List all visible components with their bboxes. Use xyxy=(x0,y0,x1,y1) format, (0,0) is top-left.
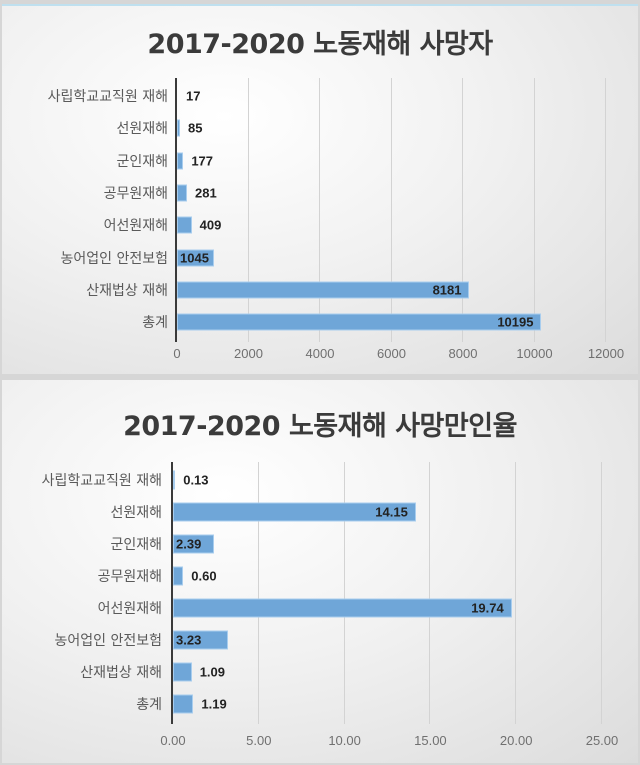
chart-panel-death-rate: 2017-2020 노동재해 사망만인율 0.00 5.00 10.00 15.00 2… xyxy=(2,380,638,763)
bar xyxy=(173,566,184,586)
gridline xyxy=(533,78,535,343)
y-axis-line xyxy=(175,78,177,343)
category-label: 농어업인 안전보험 xyxy=(60,250,169,267)
bar xyxy=(177,216,192,234)
gridline xyxy=(319,78,320,343)
gridline xyxy=(515,462,517,724)
data-label: 10195 xyxy=(497,314,534,330)
chart-title: 2017-2020 노동재해 사망만인율 xyxy=(123,411,517,442)
data-label: 14.15 xyxy=(375,504,408,520)
category-label: 사립학교교직원 재해 xyxy=(47,89,168,106)
gridline xyxy=(343,462,345,724)
category-label: 농어업인 안전보험 xyxy=(54,633,163,649)
data-label: 281 xyxy=(195,185,217,201)
bar xyxy=(177,152,184,170)
x-axis-tick-label: 0 xyxy=(173,346,181,361)
category-label: 산재법상 재해 xyxy=(86,282,168,299)
category-label: 산재법상 재해 xyxy=(80,665,162,681)
data-label: 1045 xyxy=(180,250,209,266)
bar xyxy=(173,662,192,682)
x-axis-tick-label: 15.00 xyxy=(414,733,447,748)
bar xyxy=(177,313,542,331)
data-label: 3.23 xyxy=(176,632,202,648)
category-label: 군인재해 xyxy=(116,153,168,170)
bar xyxy=(173,630,229,650)
x-axis-tick-label: 10.00 xyxy=(328,733,361,748)
data-label: 409 xyxy=(199,217,222,233)
chart-panel-deaths: 2017-2020 노동재해 사망자 0 2000 4000 6000 8000 1000… xyxy=(2,4,638,374)
data-label: 19.74 xyxy=(471,600,504,616)
data-label: 85 xyxy=(188,120,203,136)
gridline xyxy=(601,462,602,724)
data-label: 17 xyxy=(186,88,201,104)
category-label: 선원재해 xyxy=(110,505,162,521)
bar xyxy=(177,249,215,267)
bar xyxy=(177,281,470,299)
data-label: 2.39 xyxy=(176,536,202,552)
bar xyxy=(173,598,512,618)
bar xyxy=(173,470,176,490)
bar xyxy=(173,502,416,522)
gridline xyxy=(462,78,463,343)
chart-title: 2017-2020 노동재해 사망자 xyxy=(147,29,493,60)
gridline xyxy=(429,462,431,724)
category-label: 총계 xyxy=(136,697,162,713)
x-axis-tick-label: 25.00 xyxy=(585,733,619,748)
data-label: 1.09 xyxy=(199,664,226,680)
bar xyxy=(177,184,188,202)
gridline xyxy=(247,78,249,343)
data-label: 8181 xyxy=(432,282,462,298)
x-axis-tick-label: 6000 xyxy=(377,346,406,361)
x-axis-tick-label: 5.00 xyxy=(246,733,272,748)
bar xyxy=(173,534,214,554)
x-axis-tick-label: 2000 xyxy=(234,346,263,361)
bar xyxy=(173,694,194,714)
x-axis-tick-label: 10000 xyxy=(516,346,553,361)
x-axis-tick-label: 8000 xyxy=(448,346,478,361)
x-axis-tick-label: 4000 xyxy=(305,346,335,361)
x-axis-tick-label: 0.00 xyxy=(160,733,186,748)
bar xyxy=(177,88,178,105)
plot-area: 0.00 5.00 10.00 15.00 20.00 25.00 사립학교교직원 재해 0.… xyxy=(2,380,638,763)
plot-area: 0 2000 4000 6000 8000 10000 12000 사립학교교직원 재해 17 선… xyxy=(2,6,638,374)
category-label: 선원재해 xyxy=(116,121,168,138)
bar xyxy=(177,119,181,137)
category-label: 군인재해 xyxy=(110,537,162,553)
data-label: 0.13 xyxy=(183,472,209,488)
data-label: 1.19 xyxy=(201,696,227,712)
gridline xyxy=(257,462,259,724)
data-label: 177 xyxy=(191,153,214,169)
gridline xyxy=(605,78,606,343)
category-label: 총계 xyxy=(142,315,168,332)
x-axis-tick-label: 20.00 xyxy=(499,733,533,748)
x-axis-tick-label: 12000 xyxy=(587,346,625,361)
category-label: 어선원재해 xyxy=(103,218,168,235)
category-label: 공무원재해 xyxy=(97,569,162,585)
category-label: 공무원재해 xyxy=(103,186,168,203)
y-axis-line xyxy=(171,462,173,724)
category-label: 사립학교교직원 재해 xyxy=(41,473,162,489)
gridline xyxy=(390,78,392,343)
data-label: 0.60 xyxy=(191,568,217,584)
category-label: 어선원재해 xyxy=(97,601,162,617)
